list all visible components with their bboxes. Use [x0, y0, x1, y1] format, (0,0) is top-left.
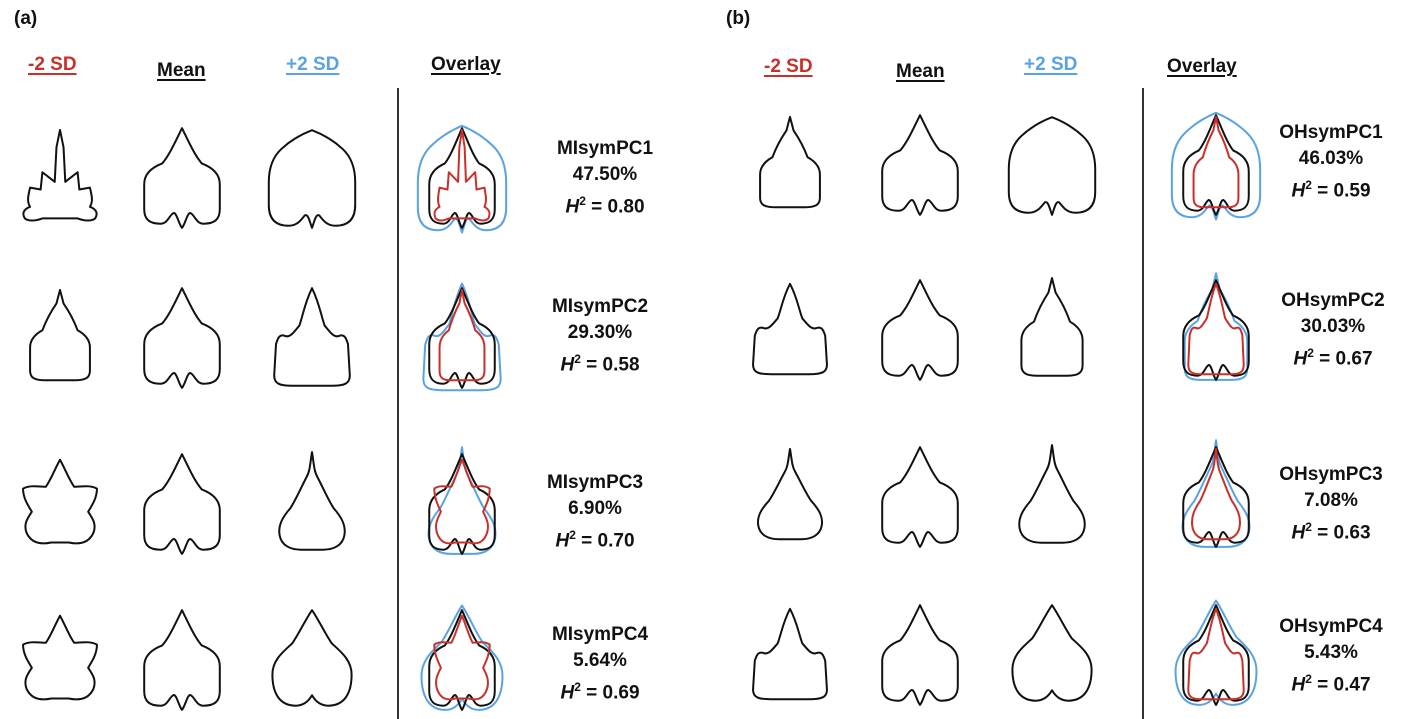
- overlay-mean-a-row3: [423, 450, 501, 558]
- stats-b-row1: OHsymPC1 46.03% H2 = 0.59: [1266, 120, 1396, 204]
- overlay-mean-a-row4: [423, 606, 501, 714]
- stats-a-row3: MIsymPC3 6.90% H2 = 0.70: [530, 470, 660, 554]
- variance-value: 5.43%: [1304, 642, 1358, 663]
- stats-b-row4: OHsymPC4 5.43% H2 = 0.47: [1266, 614, 1396, 698]
- leaf-outline-a-row1-col2: [137, 124, 227, 232]
- overlay-minus-a-row2: [429, 288, 495, 388]
- pc-label: OHsymPC2: [1281, 290, 1385, 311]
- leaf-outline-b-row1-col1: [746, 115, 834, 215]
- header-minus-2sd-b: -2 SD: [764, 56, 813, 77]
- heritability: H2 = 0.67: [1293, 346, 1373, 370]
- variance-value: 6.90%: [568, 498, 622, 519]
- leaf-outline-a-row1-col3: [267, 124, 357, 232]
- leaf-outline-a-row3-col2: [137, 450, 227, 558]
- leaf-outline-a-row3-col1: [16, 454, 104, 554]
- divider-b: [1142, 88, 1144, 719]
- overlay-minus-a-row4: [429, 610, 495, 710]
- stats-a-row4: MIsymPC4 5.64% H2 = 0.69: [535, 622, 665, 706]
- pc-label: OHsymPC1: [1279, 122, 1383, 143]
- stats-b-row2: OHsymPC2 30.03% H2 = 0.67: [1268, 288, 1398, 372]
- stats-b-row3: OHsymPC3 7.08% H2 = 0.63: [1266, 462, 1396, 546]
- overlay-mean-b-row2: [1177, 276, 1255, 384]
- heritability: H2 = 0.69: [560, 680, 640, 704]
- variance-value: 29.30%: [567, 322, 633, 343]
- pc-label: MIsymPC1: [556, 138, 654, 159]
- header-minus-2sd-a: -2 SD: [28, 54, 77, 75]
- heritability: H2 = 0.80: [565, 194, 645, 218]
- leaf-outline-a-row2-col1: [16, 288, 104, 388]
- leaf-outline-b-row3-col2: [875, 443, 965, 551]
- pc-label: MIsymPC2: [551, 296, 649, 317]
- heritability: H2 = 0.58: [560, 352, 640, 376]
- leaf-outline-a-row2-col3: [267, 284, 357, 392]
- overlay-minus-a-row3: [429, 454, 495, 554]
- overlay-mean-a-row1: [423, 124, 501, 232]
- leaf-outline-a-row2-col2: [137, 284, 227, 392]
- variance-value: 5.64%: [573, 650, 627, 671]
- pc-label: OHsymPC3: [1279, 464, 1383, 485]
- variance-value: 30.03%: [1300, 316, 1366, 337]
- pc-label: OHsymPC4: [1279, 616, 1383, 637]
- header-overlay-b: Overlay: [1167, 56, 1237, 77]
- heritability: H2 = 0.59: [1291, 178, 1371, 202]
- overlay-mean-a-row2: [423, 284, 501, 392]
- header-plus-2sd-a: +2 SD: [286, 54, 340, 75]
- leaf-outline-a-row1-col1: [16, 128, 104, 228]
- pc-label: MIsymPC4: [551, 624, 649, 645]
- leaf-outline-b-row2-col3: [1007, 276, 1097, 384]
- variance-value: 47.50%: [572, 164, 638, 185]
- heritability: H2 = 0.63: [1291, 520, 1371, 544]
- leaf-outline-b-row2-col2: [875, 276, 965, 384]
- leaf-outline-a-row3-col3: [267, 450, 357, 558]
- pc-label: MIsymPC3: [546, 472, 644, 493]
- leaf-outline-b-row3-col1: [746, 447, 834, 547]
- leaf-outline-a-row4-col2: [137, 606, 227, 714]
- divider-a: [397, 88, 399, 719]
- variance-value: 7.08%: [1304, 490, 1358, 511]
- overlay-minus-b-row3: [1183, 447, 1249, 547]
- leaf-outline-b-row1-col3: [1007, 111, 1097, 219]
- stats-a-row1: MIsymPC1 47.50% H2 = 0.80: [540, 136, 670, 220]
- overlay-minus-b-row4: [1183, 605, 1249, 705]
- leaf-outline-b-row3-col3: [1007, 443, 1097, 551]
- overlay-plus-b-row4: [1170, 596, 1262, 714]
- heritability: H2 = 0.47: [1291, 672, 1371, 696]
- overlay-plus-a-row1: [416, 119, 508, 237]
- header-mean-b: Mean: [896, 61, 945, 82]
- variance-value: 46.03%: [1298, 148, 1364, 169]
- leaf-outline-b-row4-col3: [1007, 601, 1097, 709]
- header-overlay-a: Overlay: [431, 54, 501, 75]
- leaf-outline-b-row4-col2: [875, 601, 965, 709]
- stats-a-row2: MIsymPC2 29.30% H2 = 0.58: [535, 294, 665, 378]
- overlay-minus-b-row2: [1183, 280, 1249, 380]
- leaf-outline-b-row1-col2: [875, 111, 965, 219]
- overlay-mean-b-row3: [1177, 443, 1255, 551]
- header-plus-2sd-b: +2 SD: [1024, 54, 1078, 75]
- panel-b-label: (b): [726, 8, 751, 29]
- overlay-mean-b-row4: [1177, 601, 1255, 709]
- leaf-outline-a-row4-col3: [267, 606, 357, 714]
- overlay-plus-b-row1: [1170, 106, 1262, 224]
- overlay-minus-b-row1: [1183, 115, 1249, 215]
- leaf-outline-b-row2-col1: [746, 280, 834, 380]
- leaf-outline-b-row4-col1: [746, 605, 834, 705]
- overlay-minus-a-row1: [429, 128, 495, 228]
- heritability: H2 = 0.70: [555, 528, 635, 552]
- leaf-outline-a-row4-col1: [16, 610, 104, 710]
- panel-a-label: (a): [14, 8, 38, 29]
- overlay-mean-b-row1: [1177, 111, 1255, 219]
- header-mean-a: Mean: [157, 60, 206, 81]
- overlay-plus-a-row2: [416, 279, 508, 397]
